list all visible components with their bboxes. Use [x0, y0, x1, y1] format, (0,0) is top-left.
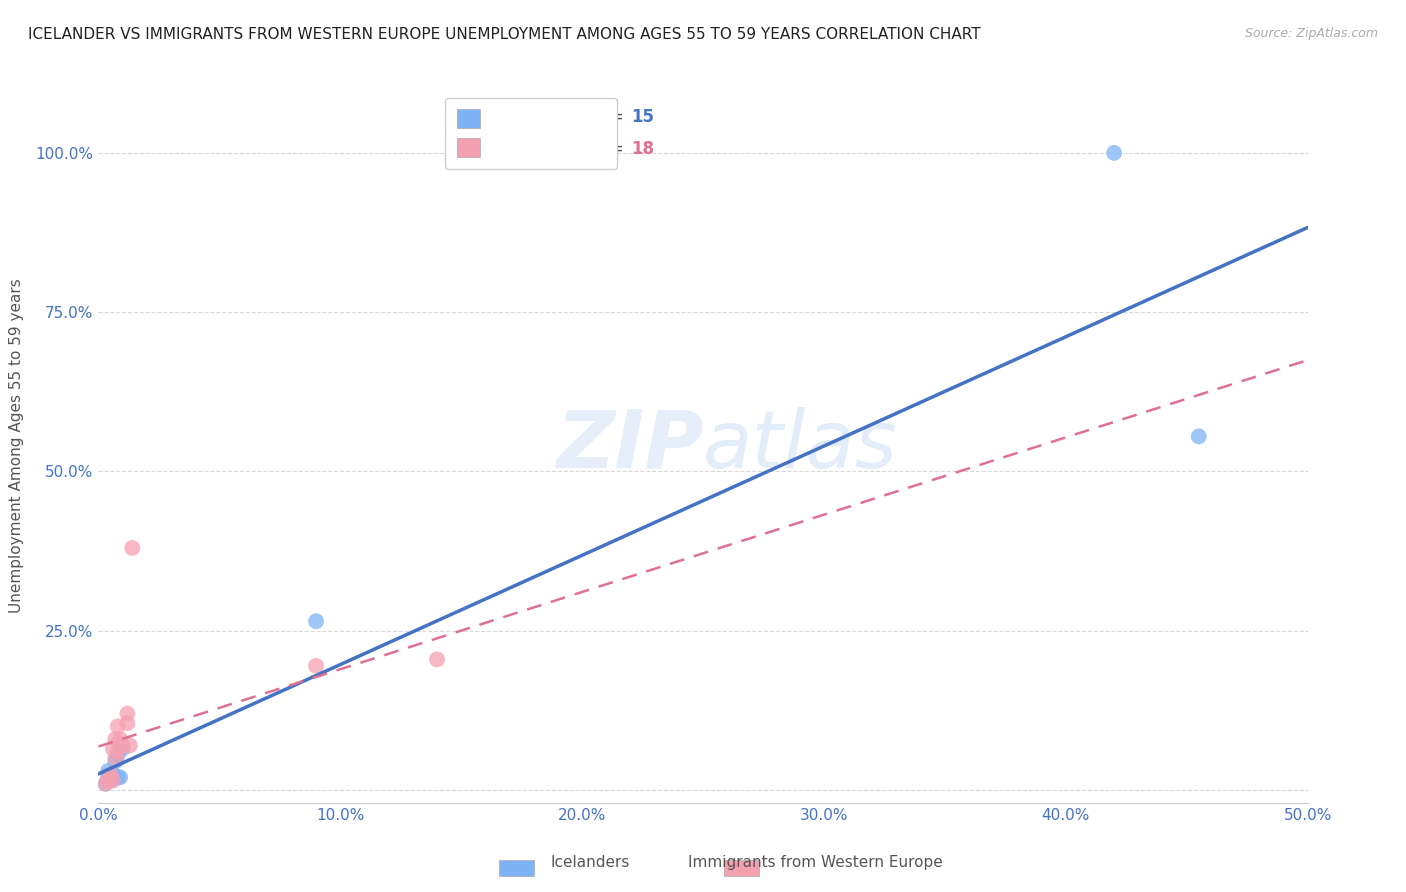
Point	[111, 739, 134, 753]
Point	[100, 770, 122, 784]
Text: R =: R =	[484, 108, 519, 126]
Point	[97, 770, 120, 784]
Point	[305, 614, 328, 628]
Point	[97, 773, 120, 788]
Point	[107, 719, 129, 733]
Point	[1188, 429, 1211, 443]
Point	[94, 777, 117, 791]
Text: R =: R =	[484, 140, 519, 159]
Point	[101, 770, 124, 784]
Text: 0.896: 0.896	[531, 108, 583, 126]
Legend:                       ,                       : ,	[446, 97, 617, 169]
Point	[107, 745, 129, 759]
Text: 0.547: 0.547	[531, 140, 583, 159]
Point	[118, 739, 141, 753]
Point	[117, 716, 139, 731]
Point	[94, 777, 117, 791]
Text: ICELANDER VS IMMIGRANTS FROM WESTERN EUROPE UNEMPLOYMENT AMONG AGES 55 TO 59 YEA: ICELANDER VS IMMIGRANTS FROM WESTERN EUR…	[28, 27, 981, 42]
Text: Icelanders: Icelanders	[551, 855, 630, 870]
Text: atlas: atlas	[703, 407, 898, 485]
Text: Immigrants from Western Europe: Immigrants from Western Europe	[688, 855, 943, 870]
Point	[100, 773, 122, 788]
Text: Source: ZipAtlas.com: Source: ZipAtlas.com	[1244, 27, 1378, 40]
Point	[100, 767, 122, 781]
Point	[100, 770, 122, 784]
Point	[108, 770, 131, 784]
Point	[101, 741, 124, 756]
Point	[101, 767, 124, 781]
Text: 15: 15	[631, 108, 654, 126]
Point	[107, 747, 129, 762]
Point	[121, 541, 143, 555]
Point	[104, 751, 127, 765]
Text: ZIP: ZIP	[555, 407, 703, 485]
Point	[104, 755, 127, 769]
Point	[108, 732, 131, 747]
Point	[1102, 145, 1125, 160]
Text: N =: N =	[592, 108, 628, 126]
Point	[101, 773, 124, 788]
Point	[107, 770, 129, 784]
Point	[117, 706, 139, 721]
Point	[104, 732, 127, 747]
Point	[305, 658, 328, 673]
Point	[426, 652, 449, 666]
Y-axis label: Unemployment Among Ages 55 to 59 years: Unemployment Among Ages 55 to 59 years	[10, 278, 24, 614]
Text: 18: 18	[631, 140, 654, 159]
Point	[97, 764, 120, 778]
Text: N =: N =	[592, 140, 628, 159]
Point	[111, 741, 134, 756]
